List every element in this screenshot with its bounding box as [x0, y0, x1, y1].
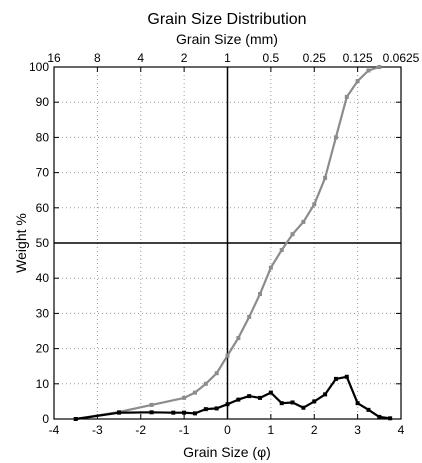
y-tick-label: 40 — [36, 271, 50, 285]
series-2-point — [323, 392, 328, 397]
series-2-point — [203, 407, 208, 412]
y-tick-label: 20 — [36, 342, 50, 356]
series-1-point — [301, 219, 306, 224]
series-1-point — [355, 79, 360, 84]
y-tick-label: 30 — [36, 306, 50, 320]
series-1-point — [268, 265, 273, 270]
series-2-point — [171, 410, 176, 415]
x-tick-label: -4 — [49, 423, 60, 437]
series-2-point — [301, 405, 306, 410]
series-2-point — [377, 414, 382, 419]
series-2-point — [225, 402, 230, 407]
series-2-point — [149, 410, 154, 415]
y-tick-label: 60 — [36, 201, 50, 215]
y-tick-label: 50 — [36, 236, 50, 250]
x-tick-label: -1 — [179, 423, 190, 437]
series-1-point — [214, 371, 219, 376]
y-tick-label: 80 — [36, 130, 50, 144]
series-2-point — [247, 394, 252, 399]
series-2-point — [333, 376, 338, 381]
series-1-point — [333, 135, 338, 140]
series-2-point — [182, 410, 187, 415]
top-tick-label: 2 — [181, 51, 188, 65]
series-2-point — [258, 395, 263, 400]
top-tick-label: 8 — [94, 51, 101, 65]
y-tick-label: 10 — [36, 377, 50, 391]
series-1-point — [203, 381, 208, 386]
top-tick-label: 1 — [224, 51, 231, 65]
series-2-point — [388, 416, 393, 421]
series-1-point — [247, 314, 252, 319]
series-1-point — [236, 336, 241, 341]
series-line-2 — [75, 375, 391, 421]
x-tick-label: 2 — [311, 423, 318, 437]
top-tick-label: 0.125 — [343, 51, 373, 65]
series-1-point — [225, 353, 230, 358]
x-tick-label: 4 — [398, 423, 405, 437]
top-tick-label: 0.25 — [303, 51, 327, 65]
series-1-point — [149, 402, 154, 407]
series-1-point — [366, 68, 371, 73]
series-1-point — [182, 395, 187, 400]
series-1-point — [279, 248, 284, 253]
series-1-point — [258, 292, 263, 297]
series-2-point — [117, 410, 122, 415]
series-1-point — [192, 390, 197, 395]
top-axis-label: Grain Size (mm) — [176, 31, 278, 47]
series-2-point — [366, 407, 371, 412]
series-1-point — [290, 232, 295, 237]
y-tick-label: 0 — [42, 412, 49, 426]
y-axis-label: Weight % — [13, 213, 29, 273]
series-1-point — [323, 175, 328, 180]
x-axis-label: Grain Size (φ) — [183, 444, 271, 460]
series-2-point — [290, 400, 295, 405]
series-2-point — [236, 397, 241, 402]
y-tick-label: 70 — [36, 166, 50, 180]
series-2-point — [214, 406, 219, 411]
x-tick-label: 3 — [354, 423, 361, 437]
top-tick-label: 0.0625 — [383, 51, 420, 65]
series-2-point — [73, 417, 78, 421]
series-1-point — [312, 202, 317, 207]
series-1-point — [377, 65, 382, 69]
series-2-point — [268, 390, 273, 395]
series-2-point — [192, 411, 197, 416]
series-1-point — [344, 94, 349, 99]
series-2-point — [312, 399, 317, 404]
y-tick-label: 100 — [29, 60, 49, 74]
series-2-point — [279, 401, 284, 406]
top-tick-label: 0.5 — [263, 51, 280, 65]
top-tick-label: 16 — [47, 51, 61, 65]
x-tick-label: 0 — [224, 423, 231, 437]
series-line-1 — [75, 65, 380, 421]
x-tick-label: -3 — [92, 423, 103, 437]
x-tick-label: 1 — [268, 423, 275, 437]
series-2-point — [355, 401, 360, 406]
top-tick-label: 4 — [137, 51, 144, 65]
x-tick-label: -2 — [135, 423, 146, 437]
y-tick-label: 90 — [36, 95, 50, 109]
series-2-point — [344, 374, 349, 379]
chart-title: Grain Size Distribution — [147, 11, 306, 28]
